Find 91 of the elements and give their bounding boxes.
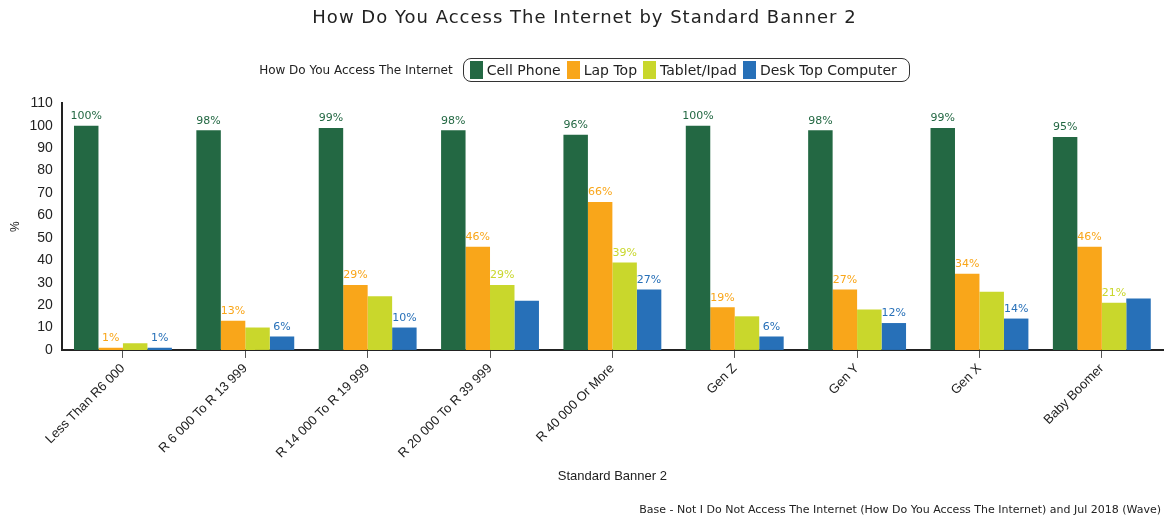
x-tick-label: Gen Y: [825, 360, 862, 397]
data-label: 66%: [587, 185, 613, 199]
bar: [147, 347, 172, 350]
data-label: 39%: [612, 245, 637, 259]
y-tick-label: 60: [37, 206, 53, 223]
data-label: 100%: [682, 109, 714, 123]
data-label: 98%: [441, 113, 466, 127]
data-label: 96%: [563, 118, 588, 132]
data-label: 6%: [762, 319, 781, 333]
bar: [269, 336, 295, 350]
bar: [1126, 298, 1151, 350]
bar: [808, 130, 833, 350]
bar: [122, 343, 148, 350]
bar: [98, 347, 123, 350]
bar: [1052, 137, 1078, 350]
y-tick-label: 90: [37, 139, 53, 156]
bar: [245, 327, 270, 350]
x-tick-label: Gen X: [947, 360, 985, 398]
data-label: 29%: [490, 268, 515, 282]
data-label: 100%: [70, 109, 102, 123]
legend-label: Cell Phone: [486, 62, 561, 78]
data-label: 34%: [955, 257, 980, 271]
data-label: 1%: [101, 331, 120, 345]
data-label: 29%: [343, 268, 368, 282]
legend-label: Lap Top: [583, 62, 638, 78]
data-label: 10%: [392, 310, 417, 324]
bar: [832, 289, 858, 350]
bar: [196, 130, 221, 350]
data-label: 19%: [710, 290, 735, 304]
data-label: 12%: [881, 306, 907, 320]
data-label: 1%: [150, 331, 169, 345]
bar: [954, 273, 980, 350]
bar: [563, 134, 588, 350]
bar: [220, 320, 246, 350]
legend-label: Tablet/Ipad: [660, 62, 737, 78]
y-tick-label: 0: [44, 340, 53, 357]
data-label: 6%: [273, 319, 291, 333]
x-tick-label: Gen Z: [703, 360, 740, 397]
x-tick-label: R 6 000 To R 13 999: [155, 360, 250, 456]
data-label: 14%: [1003, 301, 1029, 315]
bar: [441, 130, 466, 350]
data-label: 98%: [808, 113, 833, 127]
legend-label: Desk Top Computer: [759, 62, 897, 78]
data-label: 46%: [1077, 230, 1102, 244]
text: Base - Not I Do Not Access The Internet (How Do You Access The Internet) and Jul 2018 (Wave): [639, 503, 1161, 516]
bar: [318, 128, 344, 350]
y-tick-label: 100: [29, 116, 53, 133]
bar: [1003, 318, 1029, 350]
bar: [734, 316, 760, 350]
bar: [367, 296, 393, 350]
chart-title: How Do You Access The Internet by Standard Banner 2: [311, 6, 858, 27]
bar: [1101, 302, 1127, 350]
bar: [587, 202, 613, 350]
bar: [930, 128, 955, 350]
data-label: 13%: [220, 304, 246, 318]
data-label: 98%: [196, 113, 221, 127]
x-tick-label: R 20 000 To R 39 999: [394, 360, 495, 461]
bar: [759, 336, 784, 350]
y-tick-label: 10: [37, 318, 53, 335]
bar: [343, 284, 368, 350]
y-tick-label: 50: [37, 228, 53, 245]
y-tick-label: 20: [37, 295, 53, 312]
legend-title: How Do You Access The Internet: [259, 63, 453, 77]
bar: [881, 323, 907, 350]
bar: [612, 262, 637, 350]
data-label: 46%: [465, 230, 491, 244]
bar: [73, 125, 99, 350]
y-axis-title: %: [7, 221, 22, 232]
data-label: 99%: [318, 111, 344, 125]
data-label: 21%: [1101, 286, 1127, 300]
y-tick-label: 40: [37, 251, 53, 268]
bar: [710, 307, 735, 350]
y-tick-label: 110: [30, 94, 53, 111]
bar: [392, 327, 417, 350]
bar: [685, 125, 711, 350]
data-label: 99%: [930, 111, 955, 125]
x-axis-title: Standard Banner 2: [557, 467, 667, 483]
bar: [979, 291, 1004, 350]
y-tick-label: 70: [37, 183, 53, 200]
y-tick-label: 80: [37, 161, 53, 178]
bar: [490, 284, 515, 350]
bar: [636, 289, 662, 350]
bar: [857, 309, 882, 350]
data-label: 95%: [1052, 120, 1078, 134]
data-label: 27%: [832, 272, 858, 286]
data-label: 27%: [636, 272, 662, 286]
x-tick-label: R 14 000 To R 19 999: [272, 360, 373, 461]
bar: [1077, 246, 1102, 350]
y-tick-label: 30: [37, 273, 53, 290]
bar: [514, 300, 539, 350]
bar: [465, 246, 491, 350]
